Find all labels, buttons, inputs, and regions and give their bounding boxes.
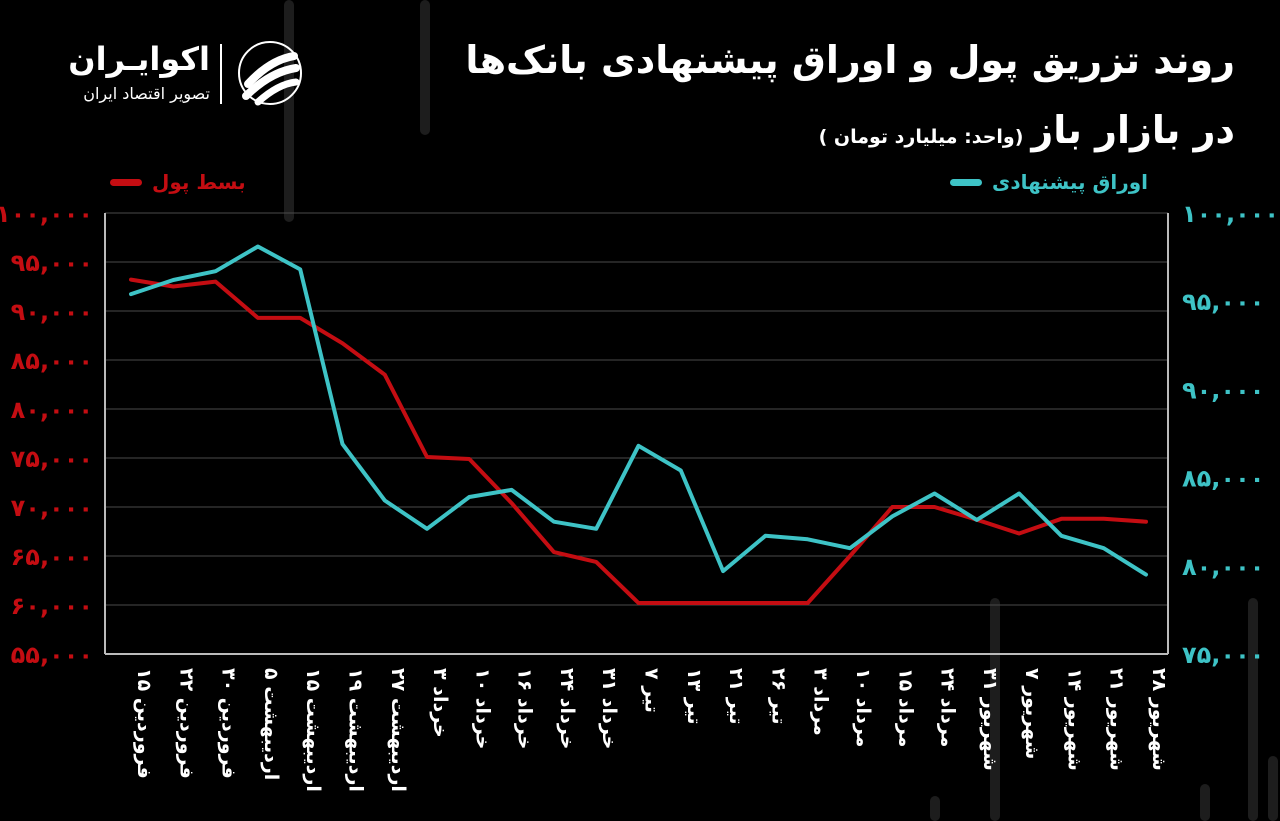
chart-title: روند تزریق پول و اوراق پیشنهادی بانک‌ها	[465, 38, 1235, 82]
brand-tagline: تصویر اقتصاد ایران	[83, 84, 210, 103]
legend-teal: اوراق پیشنهادی	[950, 170, 1148, 194]
right-tick-label: ۸۵,۰۰۰	[1182, 465, 1264, 493]
right-tick-label: ۷۵,۰۰۰	[1182, 641, 1264, 669]
chart-subtitle: در بازار باز (واحد: میلیارد تومان )	[819, 108, 1235, 152]
left-tick-label: ۹۰,۰۰۰	[11, 298, 93, 326]
legend-teal-swatch	[950, 178, 982, 186]
x-tick-label: ۱۵ اردیبهشت	[302, 668, 324, 792]
x-tick-label: ۱۵ فروردین	[133, 668, 155, 779]
x-tick-label: ۱۳ تیر	[683, 668, 705, 725]
background-bar	[284, 0, 294, 222]
unit-label: (واحد: میلیارد تومان )	[818, 126, 1024, 148]
x-tick-label: ۲۴ خرداد	[556, 668, 578, 749]
left-tick-label: ۱۰۰,۰۰۰	[0, 200, 93, 228]
x-tick-label: ۲۶ تیر	[767, 668, 789, 725]
x-tick-label: ۱۴ شهریور	[1063, 668, 1085, 771]
x-tick-label: ۱۵ مرداد	[894, 668, 916, 747]
brand-separator	[220, 44, 222, 104]
legend-red-swatch	[110, 178, 142, 186]
background-bar	[990, 598, 1000, 821]
right-tick-label: ۹۰,۰۰۰	[1182, 376, 1264, 404]
left-tick-label: ۶۰,۰۰۰	[11, 592, 93, 620]
left-tick-label: ۶۵,۰۰۰	[11, 543, 93, 571]
left-tick-label: ۹۵,۰۰۰	[11, 249, 93, 277]
x-tick-label: ۱۶ خرداد	[514, 668, 536, 749]
left-tick-label: ۸۵,۰۰۰	[11, 347, 93, 375]
x-tick-label: ۲۱ تیر	[725, 668, 747, 725]
series-line-teal	[129, 244, 1148, 577]
x-tick-label: ۱۰ مرداد	[852, 668, 874, 747]
x-tick-label: ۷ تیر	[641, 668, 663, 713]
background-bar	[1200, 784, 1210, 821]
x-tick-label: ۲۸ شهریور	[1148, 668, 1170, 771]
x-tick-label: ۱۹ اردیبهشت	[344, 668, 366, 792]
x-tick-label: ۷ شهریور	[1021, 668, 1043, 759]
x-tick-label: ۳ خرداد	[429, 668, 451, 738]
background-bar	[1268, 756, 1278, 821]
background-bar	[420, 0, 430, 135]
brand-logo: اکوایـران تصویر اقتصاد ایران	[50, 40, 320, 110]
left-tick-label: ۷۰,۰۰۰	[11, 494, 93, 522]
x-tick-label: ۳۱ شهریور	[979, 668, 1001, 771]
x-tick-label: ۲۱ شهریور	[1106, 668, 1128, 771]
brand-name: اکوایـران	[68, 40, 210, 78]
left-tick-label: ۵۵,۰۰۰	[11, 641, 93, 669]
x-tick-label: ۳۱ خرداد	[598, 668, 620, 749]
x-tick-label: ۲۷ اردیبهشت	[387, 668, 409, 792]
background-bar	[1248, 598, 1258, 821]
legend-teal-label: اوراق پیشنهادی	[992, 170, 1148, 194]
brand-mark-icon	[238, 41, 302, 106]
right-tick-label: ۹۵,۰۰۰	[1182, 288, 1264, 316]
left-tick-label: ۸۰,۰۰۰	[11, 396, 93, 424]
series-line-red	[129, 277, 1148, 605]
right-tick-label: ۸۰,۰۰۰	[1182, 553, 1264, 581]
background-bar	[930, 796, 940, 821]
legend-red: بسط پول	[110, 170, 246, 194]
left-tick-label: ۷۵,۰۰۰	[11, 445, 93, 473]
x-tick-label: ۱۰ خرداد	[471, 668, 493, 749]
chart-title-line2: در بازار باز	[1031, 108, 1235, 152]
legend-red-label: بسط پول	[152, 170, 246, 194]
x-tick-label: ۳۰ فروردین	[218, 668, 240, 779]
x-tick-label: ۵ اردیبهشت	[260, 668, 282, 780]
x-tick-label: ۲۴ مرداد	[937, 668, 959, 747]
x-tick-label: ۲۲ فروردین	[175, 668, 197, 779]
x-tick-label: ۳ مرداد	[810, 668, 832, 736]
right-tick-label: ۱۰۰,۰۰۰	[1182, 200, 1279, 228]
